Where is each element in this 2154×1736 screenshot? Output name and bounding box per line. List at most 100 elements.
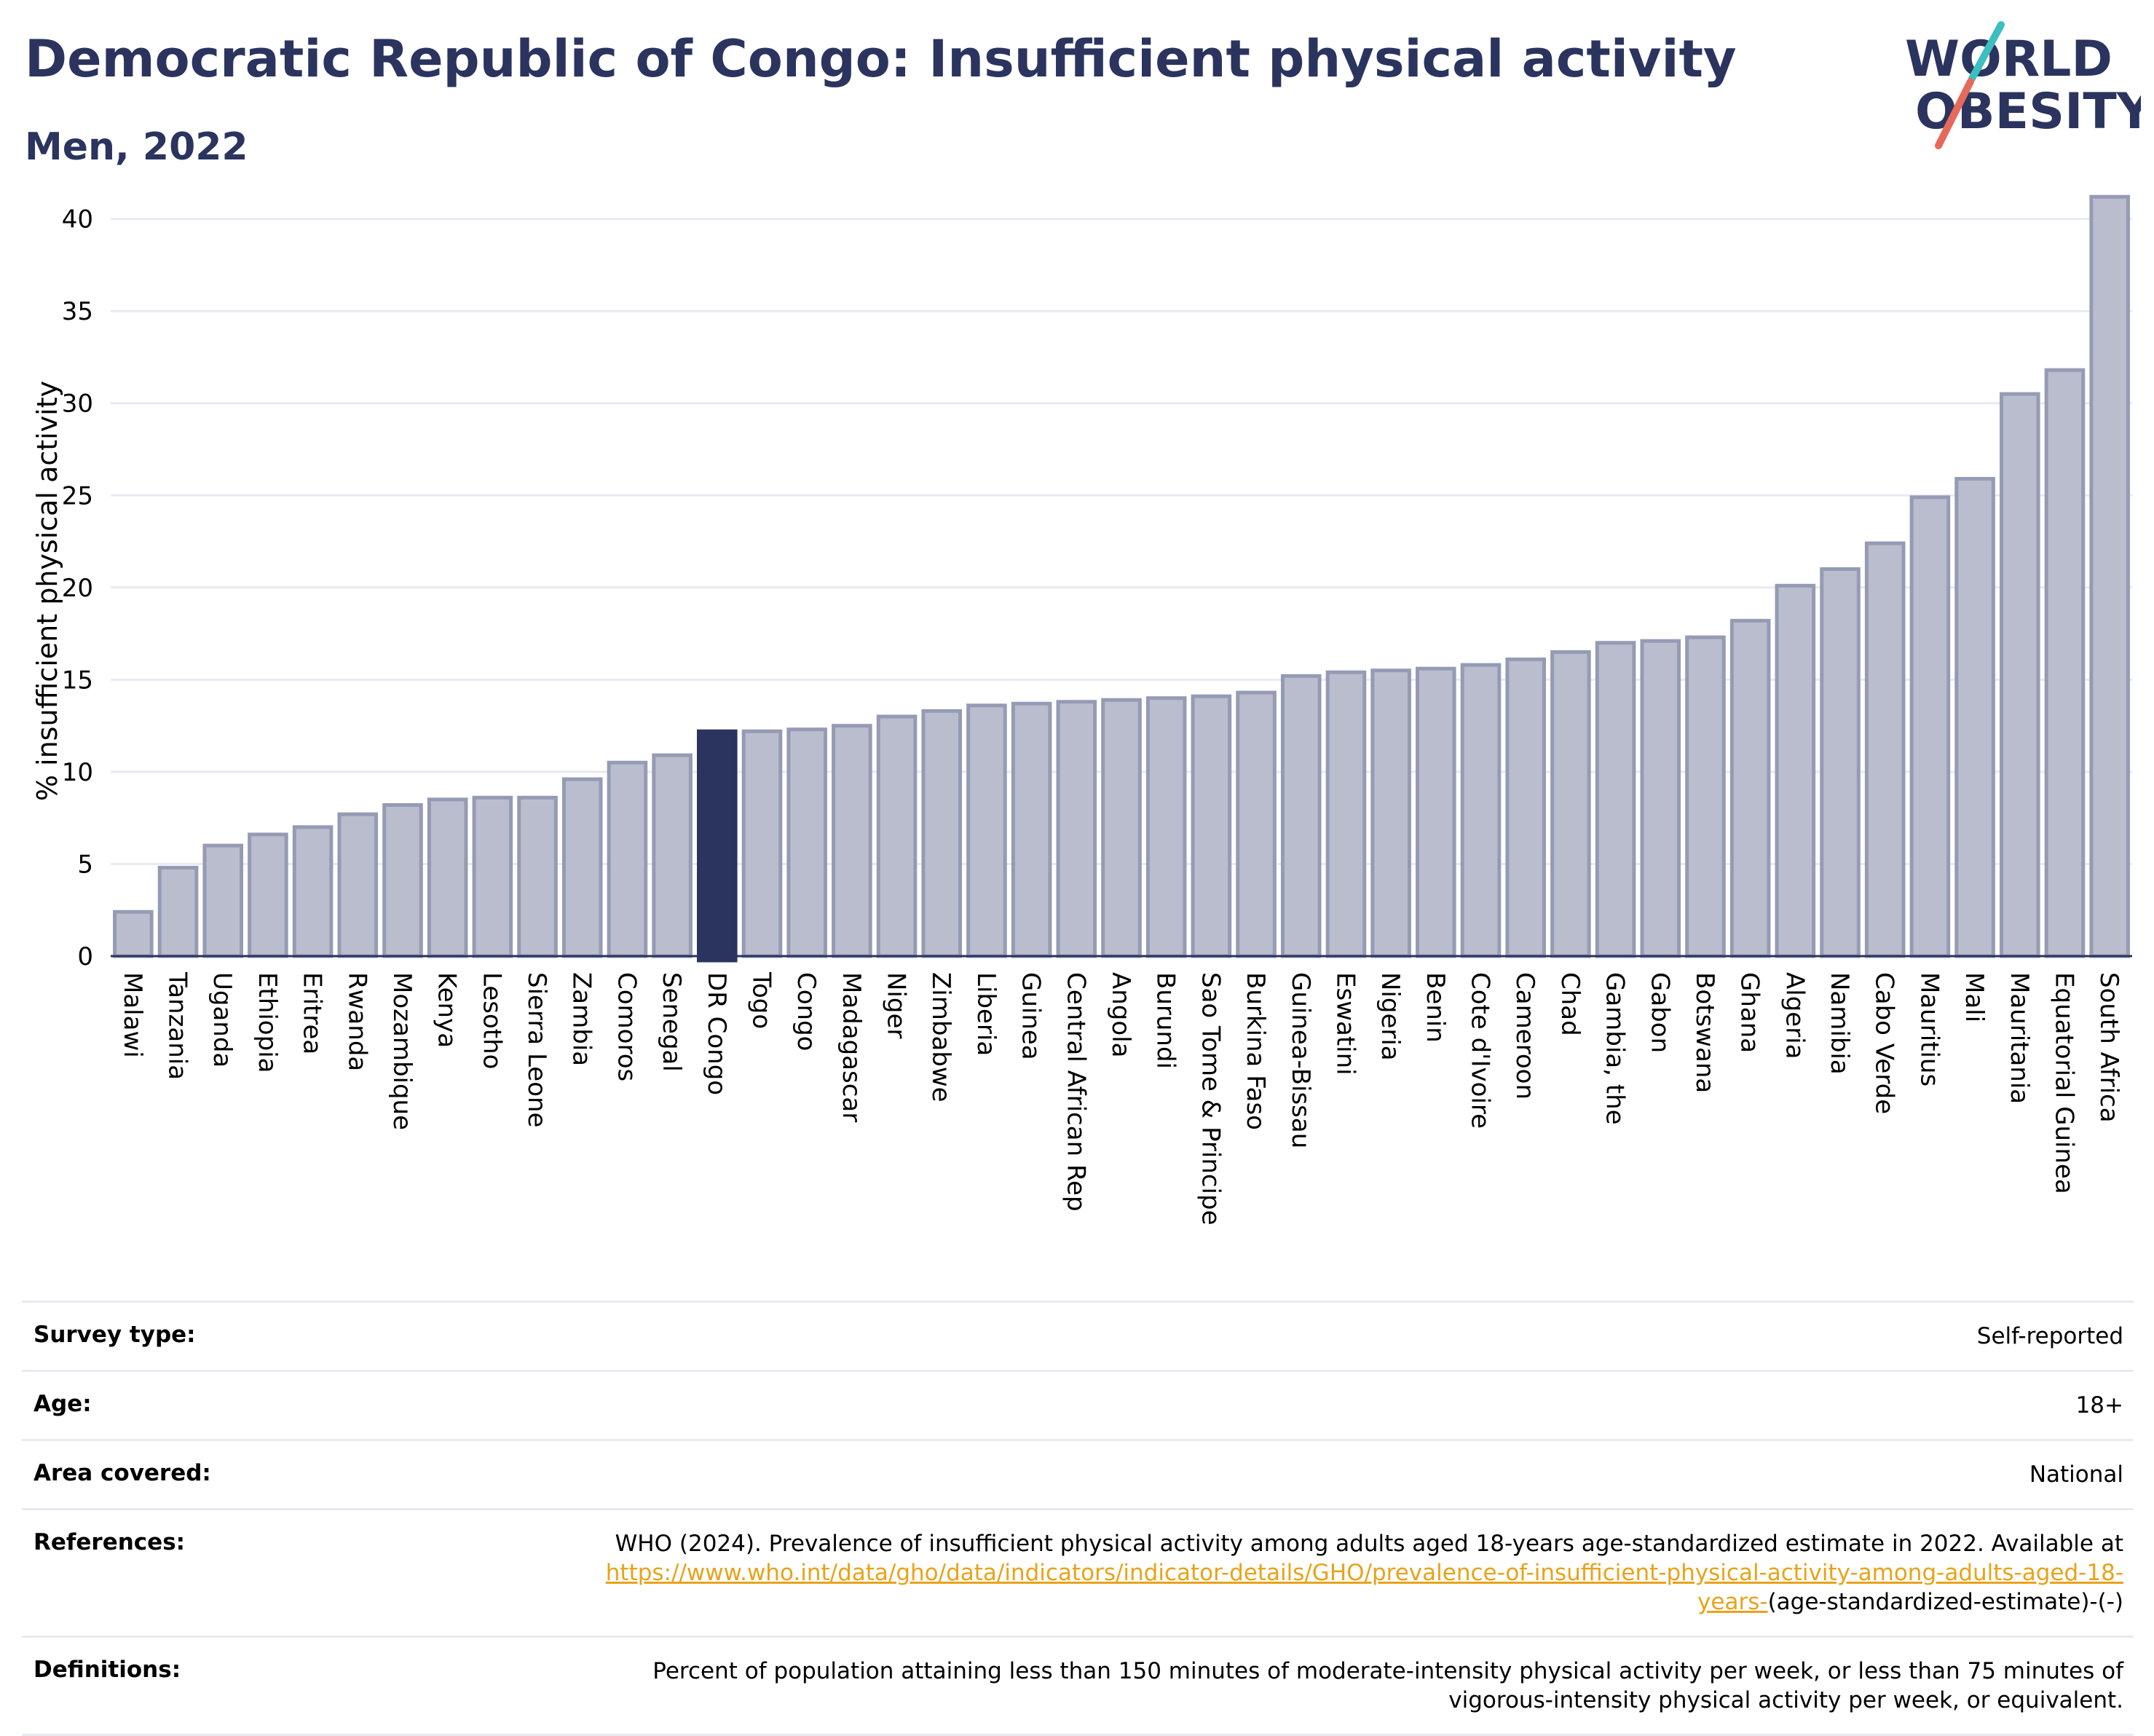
y-tick-label: 15: [62, 666, 93, 695]
bar: [607, 760, 648, 958]
x-tick-label: Kenya: [433, 972, 462, 1048]
bar: [1685, 635, 1726, 958]
bar: [1145, 696, 1187, 958]
x-tick-label: Comoros: [612, 972, 641, 1081]
x-tick-label: Mali: [1960, 972, 1989, 1022]
x-tick-label: Cabo Verde: [1870, 972, 1899, 1114]
x-tick-label: Tanzania: [163, 971, 192, 1080]
x-tick-label: Malawi: [118, 972, 147, 1058]
y-tick-label: 5: [77, 850, 93, 879]
bar: [1101, 698, 1142, 958]
x-tick-label: Guinea-Bissau: [1286, 972, 1315, 1148]
logo-slash-coral: [1935, 78, 1974, 149]
bar: [113, 910, 154, 958]
survey-type-label: Survey type:: [33, 1322, 196, 1348]
bar: [921, 709, 963, 958]
y-tick-label: 35: [62, 297, 93, 326]
x-tick-label: Niger: [882, 972, 911, 1038]
bar: [1056, 700, 1097, 958]
x-tick-label: Uganda: [208, 972, 237, 1068]
x-tick-label: Sao Tome & Principe: [1196, 972, 1225, 1226]
definitions-row: Definitions: Percent of population attai…: [22, 1636, 2134, 1736]
bar: [1505, 658, 1546, 958]
bar: [382, 802, 423, 958]
bar: [1416, 666, 1456, 958]
x-tick-label: Benin: [1421, 972, 1450, 1043]
x-tick-label: Togo: [746, 971, 776, 1029]
bar: [2089, 194, 2130, 958]
chart-title: Democratic Republic of Congo: Insufficie…: [25, 29, 1737, 89]
references-label: References:: [33, 1529, 186, 1555]
x-tick-label: Sierra Leone: [522, 972, 551, 1127]
bar: [1550, 650, 1591, 958]
x-tick-label: Cameroon: [1510, 972, 1539, 1100]
x-tick-label: Algeria: [1780, 972, 1809, 1059]
world-obesity-logo: WORLD OBESITY: [1905, 21, 2141, 149]
references-text: WHO (2024). Prevalence of insufficient p…: [615, 1531, 2123, 1557]
x-tick-label: Gambia, the: [1601, 972, 1630, 1125]
x-tick-label: Ethiopia: [253, 972, 282, 1073]
x-tick-label: Eritrea: [298, 972, 327, 1054]
x-tick-label: Senegal: [657, 972, 686, 1072]
bar: [1909, 495, 1951, 958]
age-row: Age: 18+: [22, 1370, 2134, 1439]
bar: [427, 797, 468, 958]
y-tick-label: 20: [62, 574, 93, 603]
definitions-label: Definitions:: [33, 1657, 181, 1683]
bar: [472, 795, 513, 958]
x-tick-label: Central African Rep: [1061, 972, 1090, 1212]
bar: [1191, 694, 1232, 958]
y-tick-label: 30: [62, 390, 93, 419]
y-tick-label: 40: [62, 205, 93, 234]
bar: [1999, 392, 2040, 958]
age-value: 18+: [2075, 1392, 2123, 1419]
logo-slash-teal: [1968, 21, 2005, 82]
x-tick-label: Gabon: [1645, 972, 1674, 1053]
y-tick-label: 0: [77, 942, 93, 971]
bar: [1280, 674, 1322, 958]
bar: [202, 843, 244, 958]
bar: [337, 812, 379, 958]
x-tick-label: Zambia: [567, 972, 596, 1066]
x-tick-label: Congo: [792, 972, 821, 1051]
survey-type-row: Survey type: Self-reported: [22, 1301, 2134, 1370]
x-tick-label: Cote d'Ivoire: [1466, 972, 1495, 1129]
bar: [1236, 690, 1277, 958]
x-tick-label: Burundi: [1151, 972, 1180, 1069]
x-tick-label: Rwanda: [342, 972, 371, 1071]
bar: [1595, 641, 1636, 958]
bar: [1011, 701, 1052, 958]
bar: [966, 703, 1007, 958]
x-tick-label: Guinea: [1017, 972, 1046, 1060]
bar: [832, 724, 872, 958]
bar: [652, 753, 693, 958]
x-tick-label: South Africa: [2094, 972, 2123, 1123]
definitions-value: Percent of population attaining less tha…: [652, 1658, 2123, 1713]
x-tick-label: Eswatini: [1330, 972, 1360, 1076]
x-tick-label: DR Congo: [702, 972, 731, 1095]
bar: [1325, 670, 1367, 958]
area-covered-label: Area covered:: [33, 1460, 211, 1486]
references-link[interactable]: https://www.who.int/data/gho/data/indica…: [605, 1560, 2123, 1615]
bar: [1460, 663, 1502, 958]
x-tick-label: Angola: [1106, 972, 1135, 1057]
y-tick-label: 25: [62, 481, 93, 510]
references-row: References: WHO (2024). Prevalence of in…: [22, 1508, 2134, 1636]
x-tick-label: Lesotho: [477, 972, 506, 1069]
bar: [1640, 639, 1681, 958]
bar: [1729, 618, 1771, 958]
x-tick-label: Namibia: [1825, 972, 1854, 1075]
x-tick-label: Ghana: [1735, 972, 1764, 1053]
bar-chart: 0 5 10 15 20 25 30 35 40 % insufficient physical …: [31, 194, 2132, 1226]
x-tick-label: Madagascar: [837, 972, 866, 1122]
bar-highlight: [697, 729, 738, 963]
x-tick-label: Mauritania: [2005, 972, 2034, 1104]
x-tick-label: Chad: [1555, 972, 1585, 1036]
x-tick-label: Burkina Faso: [1241, 972, 1270, 1130]
bar: [1864, 541, 1906, 958]
y-tick-label: 10: [62, 758, 93, 787]
chart-subtitle: Men, 2022: [25, 125, 248, 169]
age-label: Age:: [33, 1391, 92, 1417]
survey-type-value: Self-reported: [1976, 1323, 2123, 1349]
bar: [1370, 668, 1411, 958]
